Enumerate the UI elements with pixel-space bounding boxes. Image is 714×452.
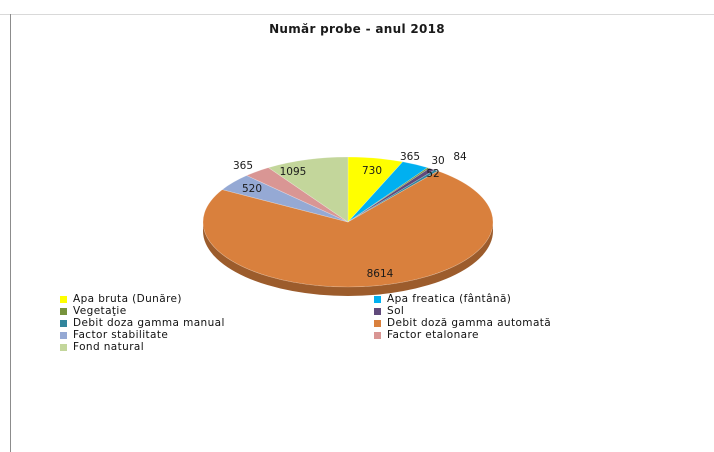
- legend-label: Sol: [387, 305, 405, 317]
- legend-label: Fond natural: [73, 341, 145, 353]
- data-label-9: 1095: [280, 166, 307, 178]
- legend-swatch: [60, 343, 67, 351]
- pie-slice-2: [347, 161, 429, 223]
- data-label-5: 52: [426, 168, 439, 180]
- legend-label: Debit doză gamma automată: [387, 317, 552, 329]
- legend-item-6: Debit doză gamma automată: [374, 317, 551, 329]
- legend-swatch: [60, 331, 67, 339]
- chart-title: Număr probe - anul 2018: [269, 22, 445, 36]
- legend-swatch: [60, 295, 67, 303]
- legend-item-8: Factor etalonare: [374, 329, 479, 341]
- chart-frame-top-border: [0, 14, 714, 15]
- legend-swatch: [374, 319, 381, 327]
- chart-frame-left-border: [10, 14, 11, 452]
- pie-slice-8: [245, 167, 349, 223]
- pie-slice-6: [202, 170, 494, 288]
- pie-slice-7: [221, 175, 349, 223]
- pie-slice-9: [267, 156, 349, 223]
- data-label-1: 730: [362, 165, 382, 177]
- data-label-7: 520: [242, 183, 262, 195]
- pie-slice-4: [347, 167, 436, 223]
- legend-item-2: Apa freatica (fântână): [374, 293, 511, 305]
- pie-slice-3: [347, 167, 431, 223]
- legend-label: Apa freatica (fântână): [387, 293, 512, 305]
- data-label-8: 365: [233, 160, 253, 172]
- legend-item-9: Fond natural: [60, 341, 144, 353]
- legend-swatch: [374, 331, 381, 339]
- legend-swatch: [60, 319, 67, 327]
- pie-slice-1: [347, 156, 404, 223]
- legend-label: Debit doza gamma manual: [73, 317, 225, 329]
- data-label-2: 365: [400, 151, 420, 163]
- legend-label: Vegetaţie: [73, 305, 127, 317]
- legend-swatch: [374, 307, 381, 315]
- pie-slice-5: [347, 169, 439, 223]
- data-label-6: 8614: [367, 268, 394, 280]
- data-label-3: 30: [431, 155, 444, 167]
- legend-label: Apa bruta (Dunăre): [73, 293, 182, 305]
- legend-swatch: [60, 307, 67, 315]
- legend-item-5: Debit doza gamma manual: [60, 317, 225, 329]
- data-label-4: 84: [453, 151, 467, 163]
- legend-item-4: Sol: [374, 305, 404, 317]
- legend-label: Factor etalonare: [387, 329, 479, 341]
- legend-label: Factor stabilitate: [73, 329, 169, 341]
- legend-swatch: [374, 295, 381, 303]
- legend-item-7: Factor stabilitate: [60, 329, 168, 341]
- legend-item-3: Vegetaţie: [60, 305, 127, 317]
- legend-item-1: Apa bruta (Dunăre): [60, 293, 182, 305]
